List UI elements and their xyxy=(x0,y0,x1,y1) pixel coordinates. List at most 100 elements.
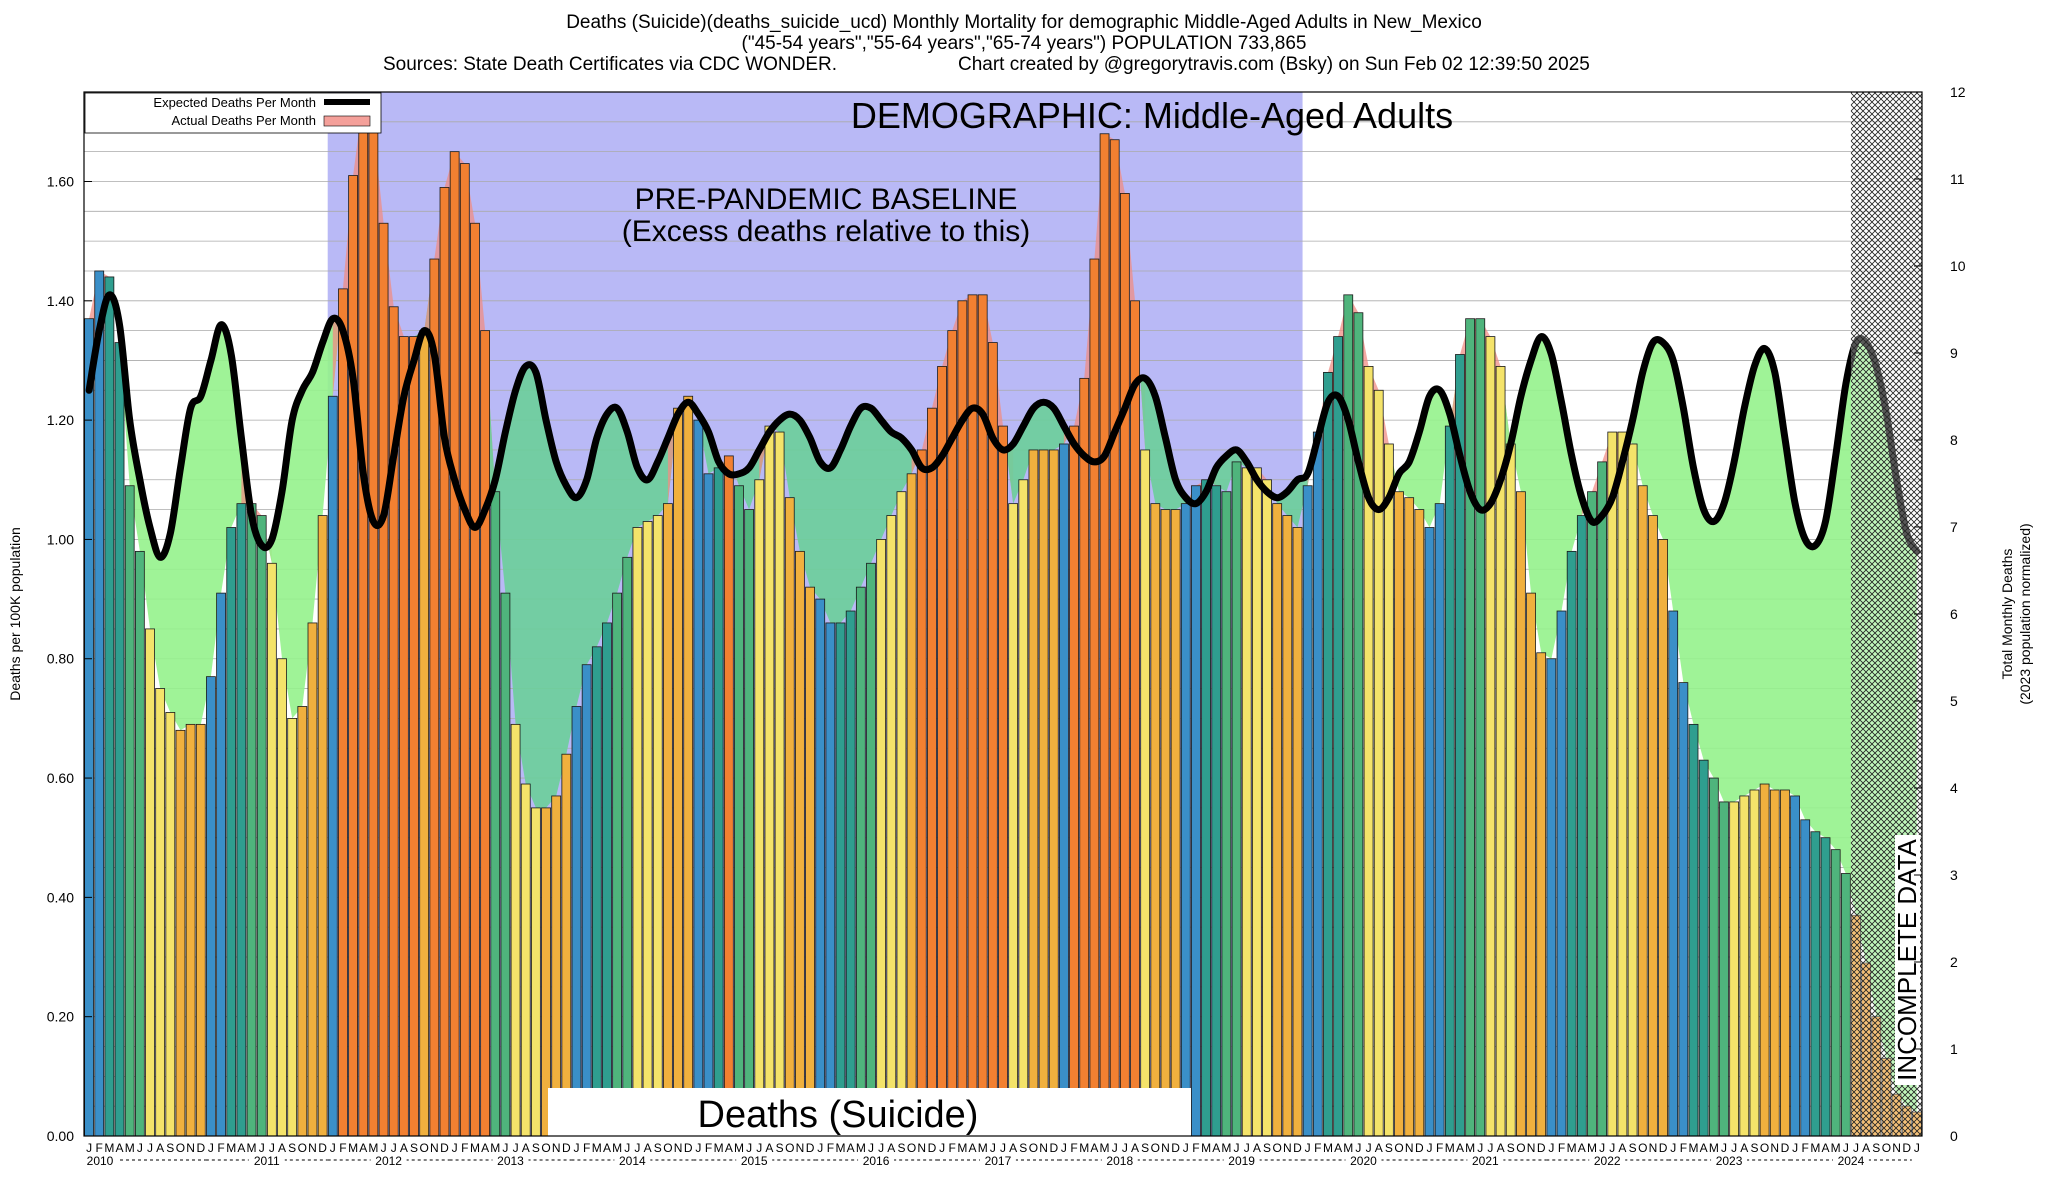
bar-month[interactable] xyxy=(378,222,389,1137)
bar-month[interactable] xyxy=(1170,509,1181,1137)
bar-month[interactable] xyxy=(1109,139,1120,1137)
bar-month[interactable] xyxy=(520,783,531,1137)
bar-month[interactable] xyxy=(713,467,724,1137)
bar-month[interactable] xyxy=(896,491,907,1137)
bar-month[interactable] xyxy=(1556,610,1567,1137)
bar-month[interactable] xyxy=(1668,610,1679,1137)
bar-month[interactable] xyxy=(94,270,105,1137)
bar-month[interactable] xyxy=(1333,336,1343,1137)
bar-month[interactable] xyxy=(855,586,866,1137)
bar-month[interactable] xyxy=(1597,461,1608,1137)
bar-month[interactable] xyxy=(1648,515,1658,1137)
bar-month[interactable] xyxy=(1028,449,1039,1137)
bar-month[interactable] xyxy=(490,491,501,1137)
bar-month[interactable] xyxy=(206,676,216,1137)
bar-month[interactable] xyxy=(1739,795,1750,1137)
bar-month[interactable] xyxy=(551,795,562,1137)
bar-month[interactable] xyxy=(1607,431,1618,1137)
bar-month[interactable] xyxy=(805,586,815,1137)
bar-month[interactable] xyxy=(226,527,237,1137)
bar-month[interactable] xyxy=(1566,550,1577,1137)
bar-month[interactable] xyxy=(916,449,927,1137)
bar-month[interactable] xyxy=(1658,539,1668,1137)
bar-month[interactable] xyxy=(155,688,166,1137)
bar-month[interactable] xyxy=(591,646,602,1137)
bar-month[interactable] xyxy=(1292,527,1303,1137)
bar-month[interactable] xyxy=(1201,479,1211,1137)
bar-month[interactable] xyxy=(602,622,612,1137)
bar-month[interactable] xyxy=(1587,491,1597,1137)
bar-month[interactable] xyxy=(307,622,318,1137)
bar-month[interactable] xyxy=(1475,318,1486,1137)
bar-month[interactable] xyxy=(1759,783,1770,1137)
bar-month[interactable] xyxy=(1302,485,1313,1137)
bar-month[interactable] xyxy=(693,419,704,1137)
bar-month[interactable] xyxy=(500,592,511,1137)
bar-month[interactable] xyxy=(663,503,673,1137)
bar-month[interactable] xyxy=(1323,371,1333,1137)
bar-month[interactable] xyxy=(906,473,917,1137)
bar-month[interactable] xyxy=(1830,849,1841,1137)
bar-month[interactable] xyxy=(825,622,836,1137)
bar-month[interactable] xyxy=(1282,515,1293,1137)
bar-month[interactable] xyxy=(1444,425,1455,1137)
bar-month[interactable] xyxy=(1191,485,1201,1137)
bar-month[interactable] xyxy=(419,330,430,1137)
bar-month[interactable] xyxy=(1465,318,1475,1137)
bar-month[interactable] xyxy=(987,342,998,1137)
bar-month[interactable] xyxy=(368,127,379,1137)
bar-month[interactable] xyxy=(998,425,1008,1137)
bar-month[interactable] xyxy=(1312,431,1323,1137)
bar-month[interactable] xyxy=(1038,449,1049,1137)
bar-month[interactable] xyxy=(1516,491,1526,1137)
bar-month[interactable] xyxy=(1150,503,1161,1137)
bar-month[interactable] xyxy=(866,562,876,1137)
bar-month[interactable] xyxy=(1576,515,1587,1137)
bar-month[interactable] xyxy=(622,556,633,1137)
bar-month[interactable] xyxy=(1820,837,1831,1137)
bar-month[interactable] xyxy=(673,407,683,1137)
bar-month[interactable] xyxy=(764,425,775,1137)
bar-month[interactable] xyxy=(1637,485,1648,1137)
bar-month[interactable] xyxy=(134,550,145,1137)
bar-month[interactable] xyxy=(1394,491,1404,1137)
bar-month[interactable] xyxy=(1008,503,1019,1137)
bar-month[interactable] xyxy=(652,515,663,1137)
bar-month[interactable] xyxy=(409,336,419,1137)
bar-month[interactable] xyxy=(338,288,348,1137)
bar-month[interactable] xyxy=(1018,479,1029,1137)
bar-month[interactable] xyxy=(1221,491,1232,1137)
bar-month[interactable] xyxy=(1810,831,1821,1137)
bar-month[interactable] xyxy=(734,485,744,1137)
bar-month[interactable] xyxy=(1414,509,1425,1137)
bar-month[interactable] xyxy=(723,455,734,1137)
bar-month[interactable] xyxy=(1526,592,1536,1137)
bar-month[interactable] xyxy=(876,539,887,1137)
bar-month[interactable] xyxy=(581,664,592,1137)
bar-month[interactable] xyxy=(236,503,247,1137)
bar-month[interactable] xyxy=(256,515,267,1137)
bar-month[interactable] xyxy=(571,706,582,1137)
bar-month[interactable] xyxy=(510,723,521,1137)
bar-month[interactable] xyxy=(1546,658,1557,1137)
bar-month[interactable] xyxy=(1790,795,1800,1137)
bar-month[interactable] xyxy=(1231,461,1242,1137)
bar-month[interactable] xyxy=(1251,467,1262,1137)
bar-month[interactable] xyxy=(967,294,978,1137)
bar-month[interactable] xyxy=(1800,819,1811,1137)
bar-month[interactable] xyxy=(216,592,226,1137)
bar-month[interactable] xyxy=(327,395,338,1137)
bar-month[interactable] xyxy=(642,521,653,1137)
bar-month[interactable] xyxy=(927,407,937,1137)
bar-month[interactable] xyxy=(1384,443,1394,1137)
bar-month[interactable] xyxy=(480,330,490,1137)
bar-month[interactable] xyxy=(1262,479,1272,1137)
bar-month[interactable] xyxy=(1140,449,1151,1137)
bar-month[interactable] xyxy=(1840,873,1851,1137)
bar-month[interactable] xyxy=(531,807,541,1137)
bar-month[interactable] xyxy=(1627,443,1638,1137)
bar-month[interactable] xyxy=(1211,485,1222,1137)
bar-month[interactable] xyxy=(561,753,572,1137)
bar-month[interactable] xyxy=(744,509,755,1137)
bar-month[interactable] xyxy=(449,151,460,1137)
